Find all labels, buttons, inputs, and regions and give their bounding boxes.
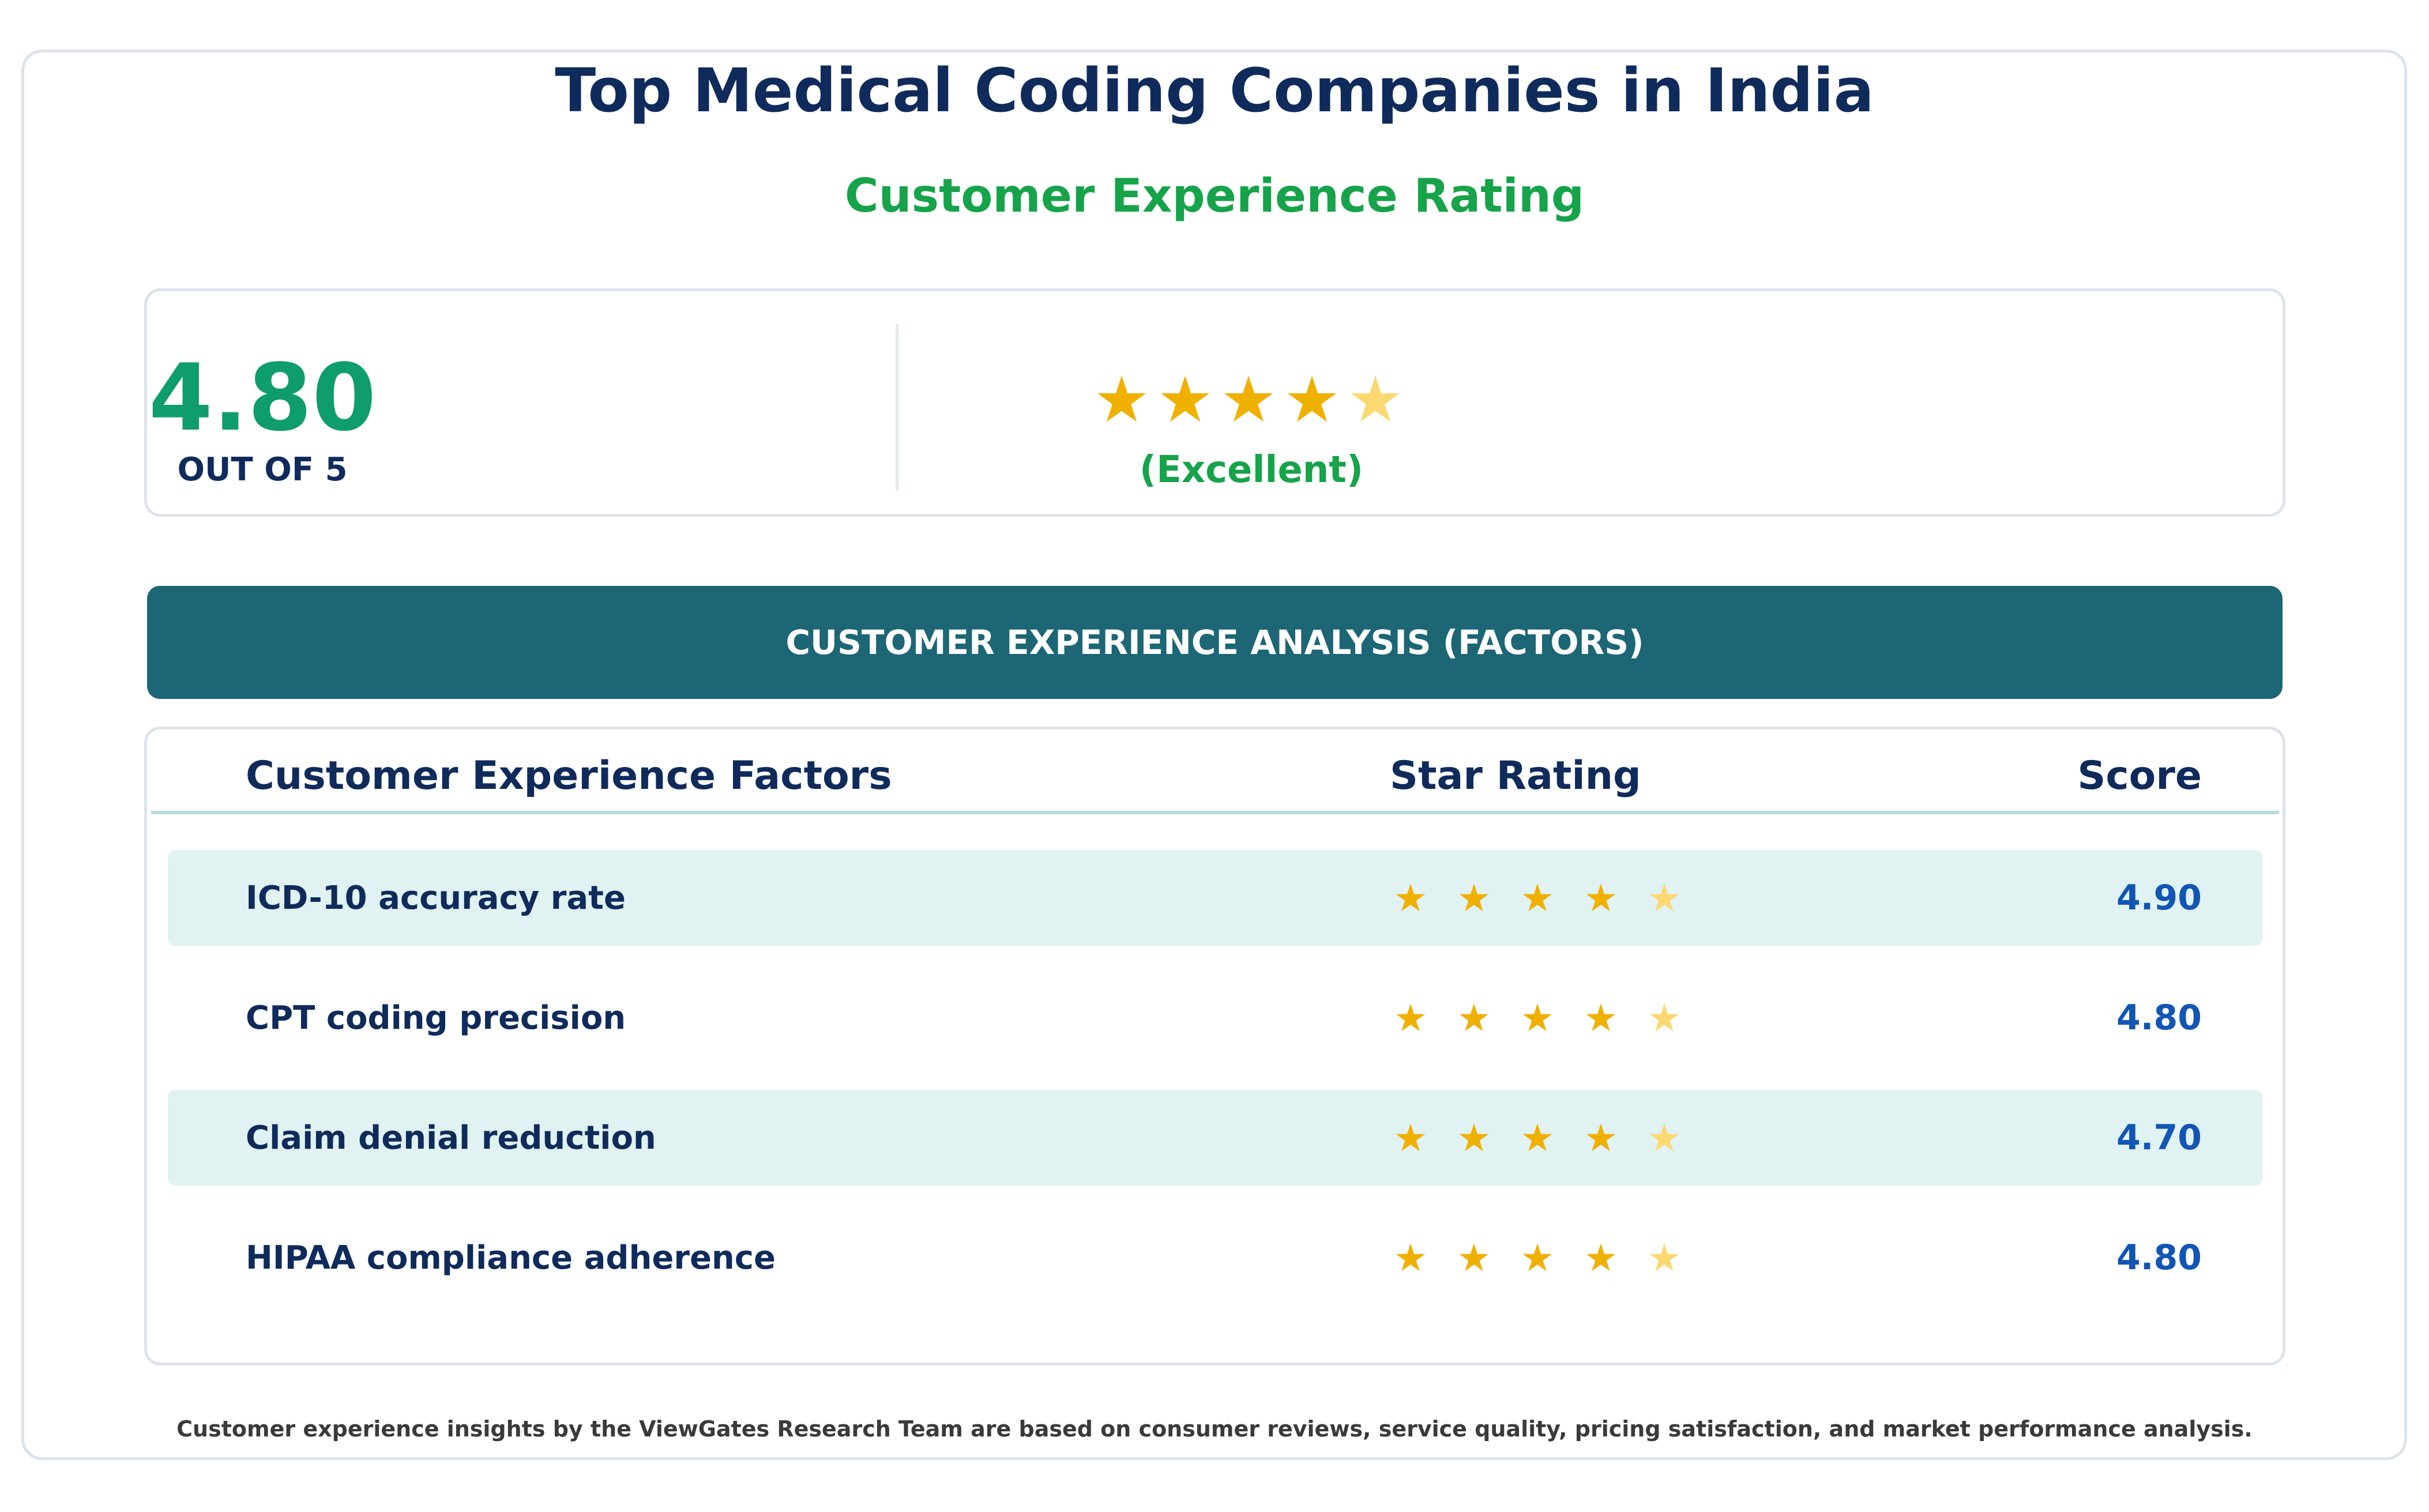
overall-score: 4.80	[148, 344, 377, 452]
report-card	[21, 50, 2407, 1460]
star-filled-icon: ★	[1520, 875, 1555, 920]
column-header-score: Score	[2077, 753, 2202, 799]
page-subtitle: Customer Experience Rating	[844, 169, 1585, 223]
star-filled-icon: ★	[1393, 995, 1428, 1040]
star-filled-icon: ★	[1457, 995, 1491, 1040]
factor-score: 4.80	[2116, 1238, 2202, 1278]
factor-score: 4.70	[2116, 1118, 2202, 1158]
star-partial-icon: ★	[1347, 363, 1404, 437]
star-filled-icon: ★	[1283, 363, 1341, 437]
table-row: CPT coding precision ★ ★ ★ ★ ★ 4.80	[168, 970, 2262, 1066]
row-star-rating: ★ ★ ★ ★ ★	[1379, 850, 1696, 946]
star-filled-icon: ★	[1520, 1115, 1555, 1160]
analysis-banner-label: CUSTOMER EXPERIENCE ANALYSIS (FACTORS)	[785, 623, 1644, 662]
factor-score: 4.80	[2116, 998, 2202, 1038]
star-filled-icon: ★	[1393, 875, 1428, 920]
star-filled-icon: ★	[1393, 1235, 1428, 1280]
table-row: ICD-10 accuracy rate ★ ★ ★ ★ ★ 4.90	[168, 850, 2262, 946]
star-partial-icon: ★	[1647, 995, 1682, 1040]
summary-panel	[144, 288, 2285, 517]
star-filled-icon: ★	[1220, 363, 1277, 437]
table-row: HIPAA compliance adherence ★ ★ ★ ★ ★ 4.80	[168, 1210, 2262, 1306]
column-header-factor: Customer Experience Factors	[246, 753, 892, 799]
star-filled-icon: ★	[1093, 363, 1150, 437]
analysis-banner: CUSTOMER EXPERIENCE ANALYSIS (FACTORS)	[147, 586, 2283, 699]
column-header-star-rating: Star Rating	[1390, 753, 1641, 799]
star-filled-icon: ★	[1457, 875, 1491, 920]
factor-name: HIPAA compliance adherence	[246, 1239, 776, 1277]
page-title: Top Medical Coding Companies in India	[555, 55, 1874, 126]
star-filled-icon: ★	[1156, 363, 1214, 437]
star-filled-icon: ★	[1393, 1115, 1428, 1160]
star-filled-icon: ★	[1584, 1235, 1618, 1280]
factor-name: CPT coding precision	[246, 999, 626, 1037]
factor-name: Claim denial reduction	[246, 1119, 656, 1157]
factor-name: ICD-10 accuracy rate	[246, 879, 626, 917]
table-header-divider	[151, 811, 2279, 814]
row-star-rating: ★ ★ ★ ★ ★	[1379, 970, 1696, 1066]
star-filled-icon: ★	[1584, 1115, 1618, 1160]
footnote: Customer experience insights by the View…	[176, 1416, 2253, 1442]
row-star-rating: ★ ★ ★ ★ ★	[1379, 1210, 1696, 1306]
star-filled-icon: ★	[1520, 995, 1555, 1040]
summary-divider	[896, 324, 898, 490]
table-row: Claim denial reduction ★ ★ ★ ★ ★ 4.70	[168, 1090, 2262, 1186]
star-partial-icon: ★	[1647, 1115, 1682, 1160]
star-partial-icon: ★	[1647, 1235, 1682, 1280]
row-star-rating: ★ ★ ★ ★ ★	[1379, 1090, 1696, 1186]
star-filled-icon: ★	[1457, 1115, 1491, 1160]
factors-table	[144, 727, 2285, 1366]
star-partial-icon: ★	[1647, 875, 1682, 920]
out-of-label: OUT OF 5	[177, 451, 348, 488]
star-filled-icon: ★	[1457, 1235, 1491, 1280]
star-filled-icon: ★	[1584, 875, 1618, 920]
rating-verdict: (Excellent)	[1139, 449, 1364, 491]
overall-star-rating: ★ ★ ★ ★ ★	[1090, 362, 1407, 437]
star-filled-icon: ★	[1520, 1235, 1555, 1280]
factor-score: 4.90	[2116, 878, 2202, 918]
star-filled-icon: ★	[1584, 995, 1618, 1040]
